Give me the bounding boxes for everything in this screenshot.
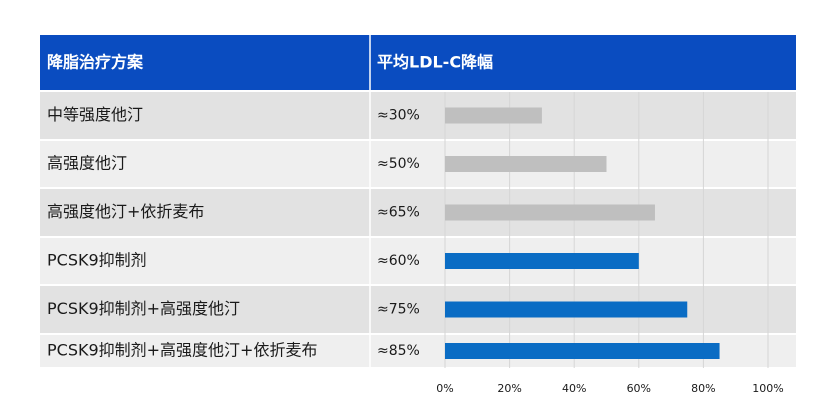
grid: 0% 20% 40% 60% 80% 100% [436,92,784,395]
row-bg [40,189,796,236]
bar [445,204,655,221]
x-tick-label: 100% [752,382,783,395]
x-tick-label: 60% [627,382,651,395]
rows: 中等强度他汀 ≈30% 高强度他汀 ≈50% 高强度他汀+依折麦布 ≈65% PCSK9抑制… [40,92,796,367]
bar [445,343,720,359]
value-label: ≈60% [377,253,420,269]
bar [445,156,607,172]
bar [445,107,542,124]
column-header: 平均LDL-C降幅 [377,53,493,72]
bar [445,253,639,269]
category-label: 中等强度他汀 [47,105,143,124]
x-tick-label: 40% [562,382,586,395]
bar [445,301,688,318]
category-label: 高强度他汀 [47,154,127,173]
bars [445,107,720,359]
header-bg [40,35,796,90]
value-label: ≈30% [377,108,420,124]
column-header: 降脂治疗方案 [47,53,144,72]
value-label: ≈65% [377,205,420,221]
value-label: ≈85% [377,343,420,359]
x-tick-label: 80% [691,382,715,395]
category-label: PCSK9抑制剂 [47,251,147,270]
value-label: ≈75% [377,302,420,318]
category-label: 高强度他汀+依折麦布 [47,202,204,221]
row-bg [40,141,796,187]
row-bg [40,238,796,284]
value-label: ≈50% [377,156,420,172]
category-label: PCSK9抑制剂+高强度他汀 [47,299,240,318]
category-label: PCSK9抑制剂+高强度他汀+依折麦布 [47,341,317,360]
x-tick-label: 0% [436,382,453,395]
row-bg [40,92,796,139]
x-tick-label: 20% [497,382,521,395]
